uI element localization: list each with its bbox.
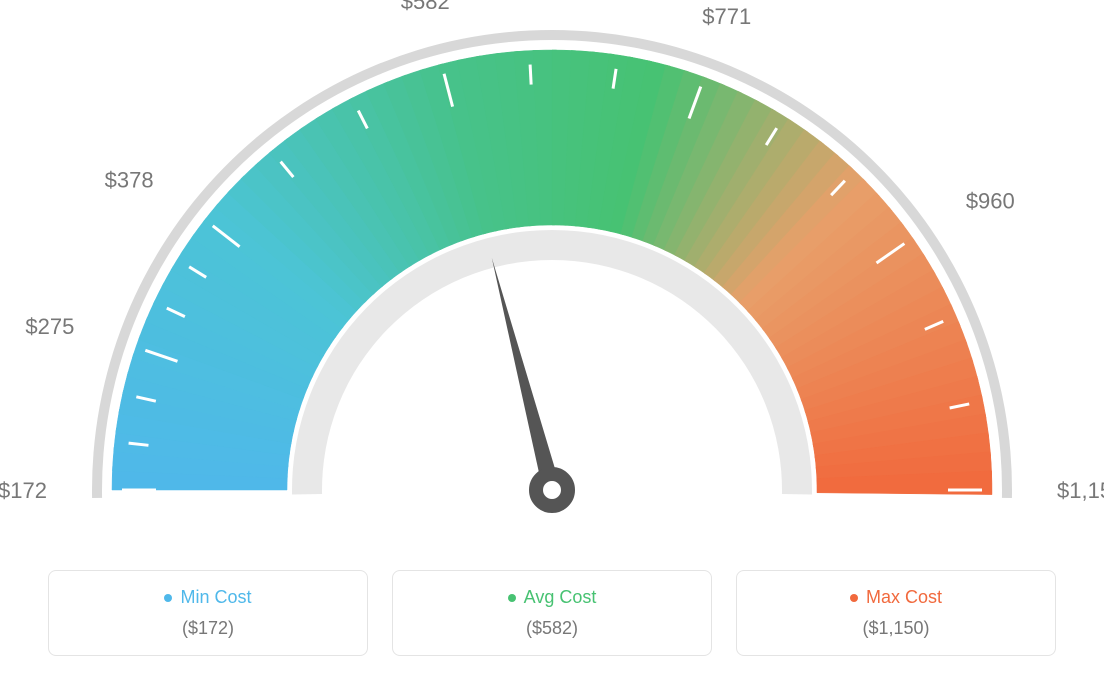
legend-value-max: ($1,150) xyxy=(737,618,1055,639)
gauge-needle xyxy=(492,258,561,493)
legend-text-max: Max Cost xyxy=(866,587,942,608)
legend-label-max: Max Cost xyxy=(850,587,942,608)
legend-label-min: Min Cost xyxy=(164,587,251,608)
legend-card-min: Min Cost ($172) xyxy=(48,570,368,656)
gauge-tick-label: $771 xyxy=(702,4,751,29)
gauge-tick-label: $275 xyxy=(25,314,74,339)
legend-text-avg: Avg Cost xyxy=(524,587,597,608)
legend-label-avg: Avg Cost xyxy=(508,587,597,608)
legend-text-min: Min Cost xyxy=(180,587,251,608)
gauge-container: $172 $275 $378 $582 $771 $960 $1,150 xyxy=(0,0,1104,560)
legend-dot-avg xyxy=(508,594,516,602)
legend-card-max: Max Cost ($1,150) xyxy=(736,570,1056,656)
legend-dot-max xyxy=(850,594,858,602)
legend-row: Min Cost ($172) Avg Cost ($582) Max Cost… xyxy=(0,570,1104,656)
gauge-tick-label: $172 xyxy=(0,478,47,503)
legend-dot-min xyxy=(164,594,172,602)
gauge-tick-label: $960 xyxy=(966,189,1015,214)
gauge-needle-hub xyxy=(536,474,568,506)
gauge-chart: $172 $275 $378 $582 $771 $960 $1,150 xyxy=(0,0,1104,560)
legend-card-avg: Avg Cost ($582) xyxy=(392,570,712,656)
gauge-tick-label: $582 xyxy=(401,0,450,14)
legend-value-avg: ($582) xyxy=(393,618,711,639)
gauge-tick-label: $1,150 xyxy=(1057,478,1104,503)
gauge-tick-label: $378 xyxy=(105,168,154,193)
legend-value-min: ($172) xyxy=(49,618,367,639)
gauge-tick-minor xyxy=(530,65,531,85)
